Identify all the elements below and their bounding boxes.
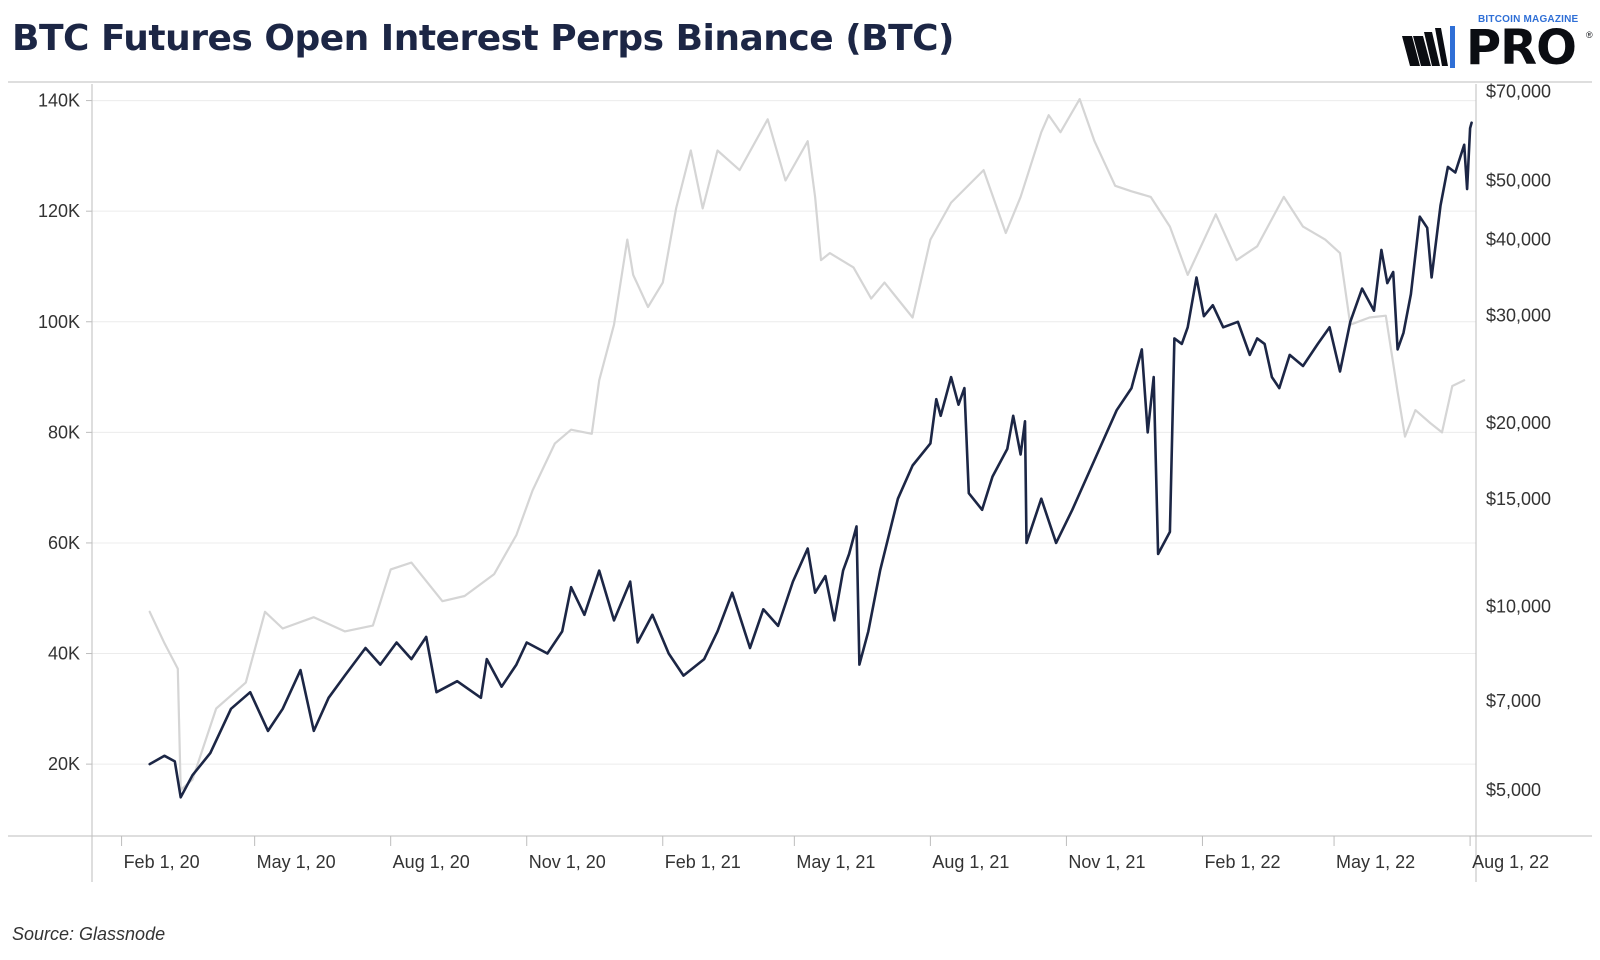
x-tick-label: May 1, 20 bbox=[257, 852, 336, 872]
brand-logo: BITCOIN MAGAZINE PRO ® bbox=[1402, 14, 1593, 76]
x-tick-label: Aug 1, 21 bbox=[932, 852, 1009, 872]
brand-registered-mark: ® bbox=[1586, 30, 1593, 40]
x-tick-label: May 1, 22 bbox=[1336, 852, 1415, 872]
right-tick-label: $70,000 bbox=[1486, 81, 1551, 101]
x-tick-label: Aug 1, 20 bbox=[393, 852, 470, 872]
brand-pro-text: PRO bbox=[1466, 20, 1577, 76]
brand-stripes-icon bbox=[1402, 26, 1455, 68]
axes bbox=[8, 81, 1592, 882]
x-tick-label: Feb 1, 20 bbox=[124, 852, 200, 872]
right-axis-ticks: $5,000 $7,000 $10,000 $15,000 $20,000 $30,000… bbox=[1486, 81, 1551, 799]
chart-title: BTC Futures Open Interest Perps Binance … bbox=[12, 18, 955, 59]
left-tick-label: 40K bbox=[48, 644, 80, 664]
x-tick-label: May 1, 21 bbox=[796, 852, 875, 872]
left-tick-label: 120K bbox=[38, 201, 80, 221]
right-tick-label: $10,000 bbox=[1486, 596, 1551, 616]
right-tick-label: $30,000 bbox=[1486, 306, 1551, 326]
right-tick-label: $7,000 bbox=[1486, 691, 1541, 711]
x-tick-label: Nov 1, 20 bbox=[529, 852, 606, 872]
left-tick-label: 100K bbox=[38, 312, 80, 332]
right-tick-label: $40,000 bbox=[1486, 230, 1551, 250]
gridlines bbox=[92, 100, 1476, 765]
x-tick-label: Nov 1, 21 bbox=[1068, 852, 1145, 872]
btc-price-line bbox=[148, 97, 1466, 792]
left-tick-label: 80K bbox=[48, 422, 80, 442]
right-tick-label: $15,000 bbox=[1486, 489, 1551, 509]
x-tick-label: Feb 1, 21 bbox=[665, 852, 741, 872]
left-tick-label: 20K bbox=[48, 754, 80, 774]
right-tick-label: $20,000 bbox=[1486, 413, 1551, 433]
series-group bbox=[148, 97, 1473, 799]
left-tick-label: 140K bbox=[38, 91, 80, 111]
x-tick-label: Aug 1, 22 bbox=[1472, 852, 1549, 872]
right-tick-label: $5,000 bbox=[1486, 780, 1541, 800]
brand-small-text: BITCOIN MAGAZINE bbox=[1478, 14, 1579, 25]
x-axis-ticks: Feb 1, 20 May 1, 20 Aug 1, 20 Nov 1, 20 Feb … bbox=[121, 836, 1549, 872]
right-tick-label: $50,000 bbox=[1486, 170, 1551, 190]
x-tick-label: Feb 1, 22 bbox=[1204, 852, 1280, 872]
source-note: Source: Glassnode bbox=[12, 924, 166, 944]
open-interest-line bbox=[148, 121, 1473, 799]
left-tick-label: 60K bbox=[48, 533, 80, 553]
left-axis-ticks: 20K 40K 60K 80K 100K 120K 140K bbox=[38, 91, 92, 774]
